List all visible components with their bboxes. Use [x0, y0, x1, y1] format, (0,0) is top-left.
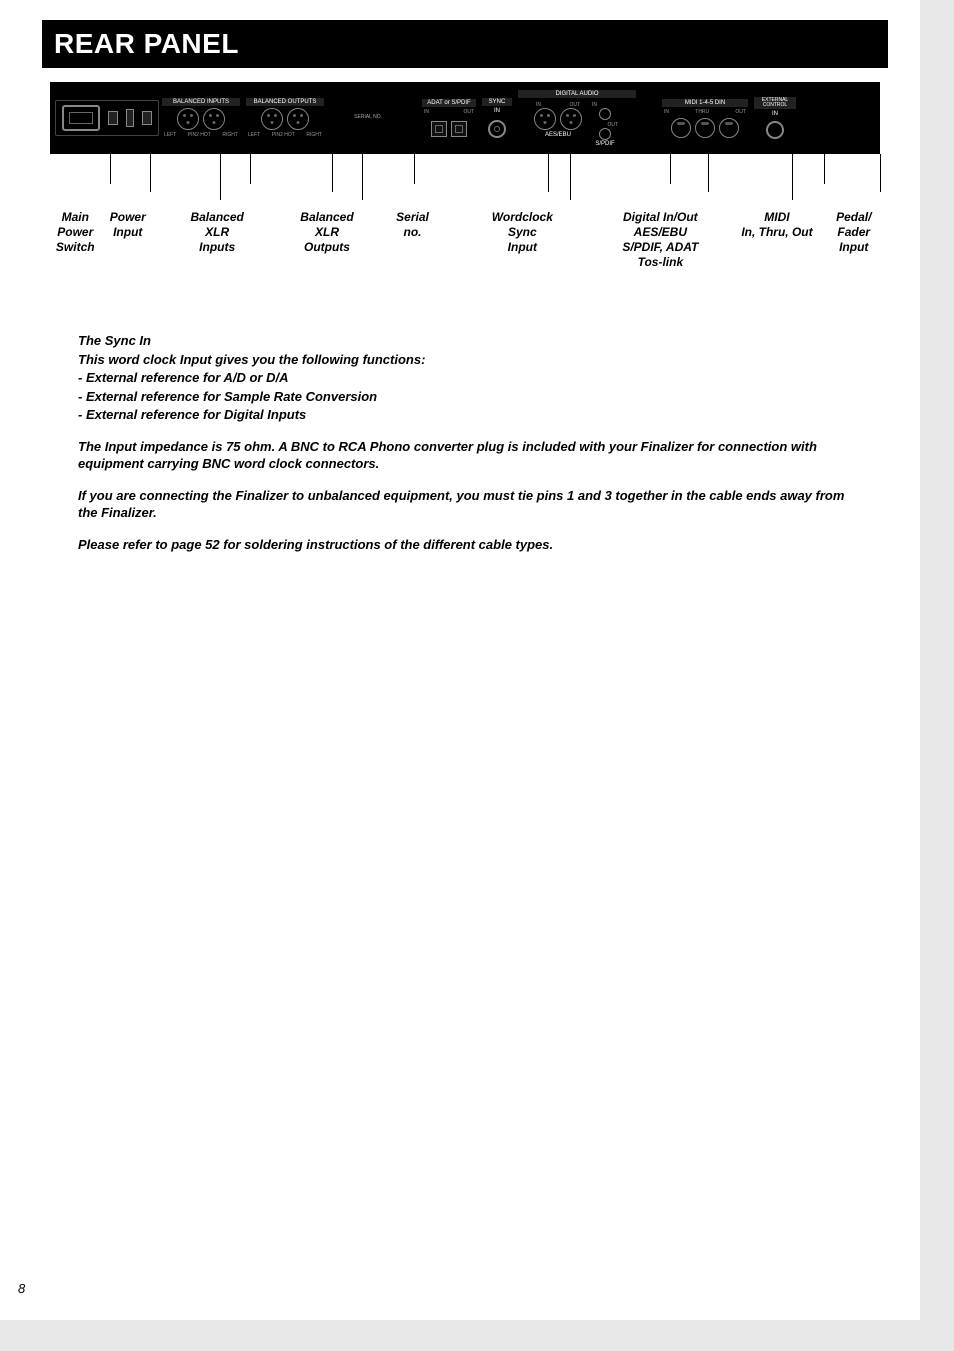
sub-label: PIN2 HOT — [188, 132, 211, 138]
callout-labels-row: MainPowerSwitchPowerInputBalancedXLRInpu… — [50, 210, 880, 270]
sub-label: PIN2 HOT — [272, 132, 295, 138]
callout-label: Pedal/FaderInput — [828, 210, 880, 270]
section-label: SYNC — [482, 98, 512, 106]
callout-label: BalancedXLRInputs — [155, 210, 279, 270]
bullet: - External reference for Sample Rate Con… — [78, 388, 860, 406]
power-switch-icon — [108, 111, 118, 125]
callout-label: BalancedXLROutputs — [279, 210, 374, 270]
section-label: BALANCED OUTPUTS — [246, 98, 324, 106]
right-label: RIGHT — [306, 132, 322, 138]
rear-panel-diagram: BALANCED INPUTS LEFT PIN2 HOT RIGHT BALA… — [50, 82, 880, 270]
bullet: - External reference for A/D or D/A — [78, 369, 860, 387]
rca-connector-icon — [599, 108, 611, 120]
callout-label: WordclockSyncInput — [450, 210, 594, 270]
section-label: MIDI 1-4-5 DIN — [662, 99, 748, 107]
out-label: OUT — [607, 122, 618, 128]
in-label: IN — [592, 102, 597, 108]
spdif-label: S/PDIF — [595, 141, 614, 147]
thru-label: THRU — [695, 109, 709, 115]
paragraph: If you are connecting the Finalizer to u… — [78, 487, 860, 522]
bullet: - External reference for Digital Inputs — [78, 406, 860, 424]
xlr-connector-icon — [203, 108, 225, 130]
optical-connector-icon — [451, 121, 467, 137]
in-label: IN — [772, 111, 778, 117]
callout-label: MIDIIn, Thru, Out — [726, 210, 827, 270]
power-switch-icon — [142, 111, 152, 125]
xlr-connector-icon — [177, 108, 199, 130]
xlr-connector-icon — [287, 108, 309, 130]
callout-label: Digital In/OutAES/EBUS/PDIF, ADATTos-lin… — [594, 210, 726, 270]
xlr-connector-icon — [534, 108, 556, 130]
din-connector-icon — [671, 118, 691, 138]
callout-label: MainPowerSwitch — [50, 210, 101, 270]
right-label: RIGHT — [222, 132, 238, 138]
in-label: IN — [494, 108, 500, 114]
paragraph: The Input impedance is 75 ohm. A BNC to … — [78, 438, 860, 473]
page-number: 8 — [18, 1281, 25, 1296]
iec-power-inlet-icon — [62, 105, 100, 131]
in-label: IN — [424, 109, 429, 115]
aesebu-label: AES/EBU — [545, 132, 571, 138]
sync-intro: This word clock Input gives you the foll… — [78, 351, 860, 369]
section-label: ADAT or S/PDIF — [422, 99, 476, 107]
din-connector-icon — [695, 118, 715, 138]
section-label: BALANCED INPUTS — [162, 98, 240, 106]
paragraph: Please refer to page 52 for soldering in… — [78, 536, 860, 554]
jack-connector-icon — [766, 121, 784, 139]
section-label: EXTERNAL CONTROL — [754, 97, 796, 109]
callout-label: PowerInput — [101, 210, 155, 270]
xlr-connector-icon — [261, 108, 283, 130]
page-title: REAR PANEL — [42, 20, 888, 68]
bnc-connector-icon — [488, 120, 506, 138]
section-label: DIGITAL AUDIO — [518, 90, 636, 98]
in-label: IN — [664, 109, 669, 115]
optical-connector-icon — [431, 121, 447, 137]
left-label: LEFT — [164, 132, 176, 138]
rca-connector-icon — [599, 128, 611, 140]
xlr-connector-icon — [560, 108, 582, 130]
sync-in-heading: The Sync In — [78, 332, 860, 350]
din-connector-icon — [719, 118, 739, 138]
callout-label: Serialno. — [375, 210, 451, 270]
callout-lines — [50, 154, 880, 204]
left-label: LEFT — [248, 132, 260, 138]
serial-number-zone: SERIAL NO. — [330, 88, 382, 148]
power-switch-icon — [126, 109, 134, 127]
out-label: OUT — [463, 109, 474, 115]
out-label: OUT — [735, 109, 746, 115]
